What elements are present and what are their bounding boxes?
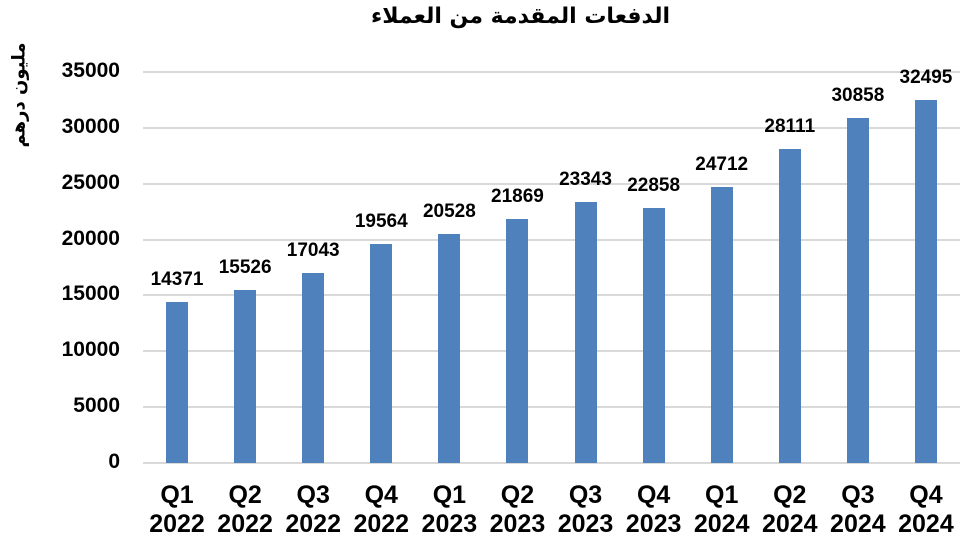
bar	[642, 207, 665, 463]
x-label-year: 2024	[830, 510, 886, 538]
gridline	[143, 182, 960, 185]
bar	[778, 148, 801, 463]
bar	[914, 99, 937, 463]
x-axis-label: Q4 2022	[347, 481, 415, 539]
x-label-quarter: Q1	[432, 481, 467, 509]
data-label: 23343	[559, 169, 612, 191]
data-label: 20528	[422, 200, 476, 222]
x-label-year: 2022	[353, 510, 410, 538]
bar	[574, 202, 597, 463]
x-label-quarter: Q3	[296, 481, 330, 509]
x-axis-label: Q4 2024	[892, 481, 960, 539]
x-axis-label: Q3 2023	[552, 481, 620, 539]
x-axis-label: Q2 2022	[211, 481, 279, 539]
data-label: 14371	[150, 269, 204, 291]
x-label-quarter: Q1	[705, 481, 739, 509]
x-axis-label: Q2 2024	[756, 481, 824, 539]
x-label-year: 2024	[761, 510, 818, 538]
x-label-year: 2022	[149, 510, 205, 538]
gridline	[143, 462, 960, 464]
data-label: 19564	[354, 211, 408, 233]
data-label: 24712	[695, 153, 749, 175]
x-label-year: 2023	[625, 510, 682, 538]
gridline	[143, 406, 960, 409]
y-tick-label: 30000	[61, 114, 120, 138]
bar	[370, 244, 393, 463]
x-axis-label: Q3 2024	[824, 481, 892, 539]
y-tick-label: 20000	[61, 226, 120, 250]
bar	[846, 118, 869, 463]
bar	[166, 302, 189, 463]
y-tick-label: 10000	[61, 338, 120, 362]
x-label-quarter: Q3	[841, 481, 875, 509]
x-axis-label: Q1 2022	[143, 481, 211, 539]
gridline	[143, 350, 960, 353]
x-label-quarter: Q2	[773, 481, 807, 509]
y-tick-label: 25000	[61, 170, 120, 194]
data-label: 21869	[491, 185, 544, 207]
data-label: 30858	[831, 85, 885, 107]
x-label-quarter: Q2	[228, 481, 262, 509]
data-label: 15526	[218, 256, 272, 278]
x-axis-label: Q3 2022	[279, 481, 347, 539]
x-label-year: 2023	[421, 510, 478, 538]
x-label-year: 2022	[285, 510, 341, 538]
x-label-quarter: Q4	[909, 481, 943, 509]
y-tick-label: 35000	[61, 59, 120, 82]
x-label-year: 2023	[489, 510, 546, 538]
bar	[234, 289, 257, 463]
bar	[710, 186, 733, 463]
y-tick-label: 0	[108, 450, 120, 473]
x-label-quarter: Q2	[500, 481, 535, 509]
x-axis-label: Q1 2023	[415, 481, 483, 539]
x-label-year: 2022	[217, 510, 273, 538]
data-label: 22858	[627, 174, 681, 196]
y-tick-label: 15000	[61, 282, 120, 306]
data-label: 17043	[286, 239, 340, 261]
gridline	[143, 126, 960, 129]
x-label-year: 2024	[898, 510, 954, 538]
x-label-year: 2024	[693, 510, 750, 538]
gridline	[143, 71, 960, 73]
y-tick-label: 5000	[73, 394, 120, 418]
x-label-quarter: Q4	[364, 481, 398, 509]
chart-title: الدفعات المقدمة من العملاء	[370, 4, 671, 29]
x-axis-label: Q4 2023	[620, 481, 688, 539]
x-axis-label: Q1 2024	[688, 481, 756, 539]
x-label-quarter: Q1	[160, 481, 194, 509]
bar	[438, 233, 461, 463]
data-label: 28111	[764, 115, 816, 137]
x-axis-label: Q2 2023	[483, 481, 551, 539]
x-label-quarter: Q4	[636, 481, 671, 509]
data-label: 32495	[899, 66, 953, 88]
bar	[302, 272, 325, 463]
bar	[506, 218, 529, 463]
x-label-year: 2023	[557, 510, 614, 538]
gridline	[143, 294, 960, 297]
x-label-quarter: Q3	[568, 481, 603, 509]
gridline	[143, 238, 960, 241]
